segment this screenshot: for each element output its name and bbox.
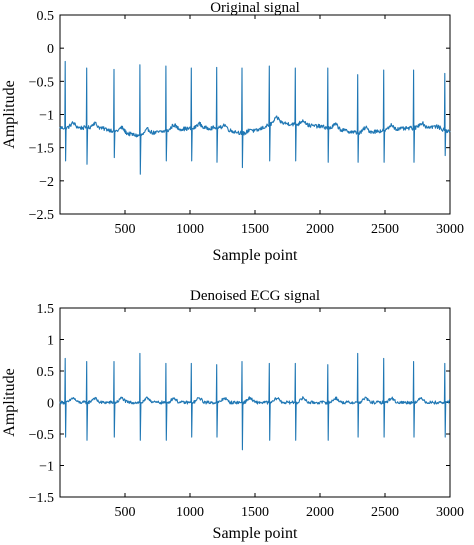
chart-denoised-ecg-signal: Denoised ECG signal Sample point Amplitude… [1,288,464,542]
y-tick-label: 0.5 [37,9,55,24]
y-tick-label: 0 [47,397,54,412]
y-axis-label: Amplitude [1,368,18,436]
chart-original-signal: Original signal Sample point Amplitude 500 1… [1,0,464,264]
y-tick-label: 0.5 [37,365,55,380]
y-tick-label: 1 [47,334,54,349]
y-tick-label: −1 [39,460,54,475]
y-tick-label: −1.5 [29,142,54,157]
y-tick-label: −2 [39,175,54,190]
x-axis-label: Sample point [213,247,298,264]
x-tick-label: 1000 [176,222,204,237]
y-tick-label: −0.5 [29,428,54,443]
chart-title: Original signal [210,0,300,16]
x-tick-label: 1500 [241,505,269,520]
x-tick-label: 3000 [436,505,464,520]
y-tick-label: 1.5 [37,302,55,317]
y-tick-label: −0.5 [29,75,54,90]
x-tick-label: 2000 [306,505,334,520]
x-tick-label: 500 [115,505,136,520]
x-tick-label: 2500 [371,505,399,520]
y-axis-label: Amplitude [1,80,18,148]
y-tick-label: −1.5 [29,491,54,506]
signal-line [59,352,451,451]
x-axis-label: Sample point [213,525,298,542]
x-tick-label: 500 [115,222,136,237]
x-tick-label: 1000 [176,505,204,520]
y-tick-label: 0 [47,42,54,57]
y-tick-label: −2.5 [29,208,54,223]
x-tick-label: 3000 [436,222,464,237]
x-tick-label: 1500 [241,222,269,237]
x-tick-label: 2000 [306,222,334,237]
y-tick-label: −1 [39,109,54,124]
x-tick-label: 2500 [371,222,399,237]
signal-line [59,60,451,175]
chart-title: Denoised ECG signal [190,288,320,304]
plot-area [59,14,451,215]
